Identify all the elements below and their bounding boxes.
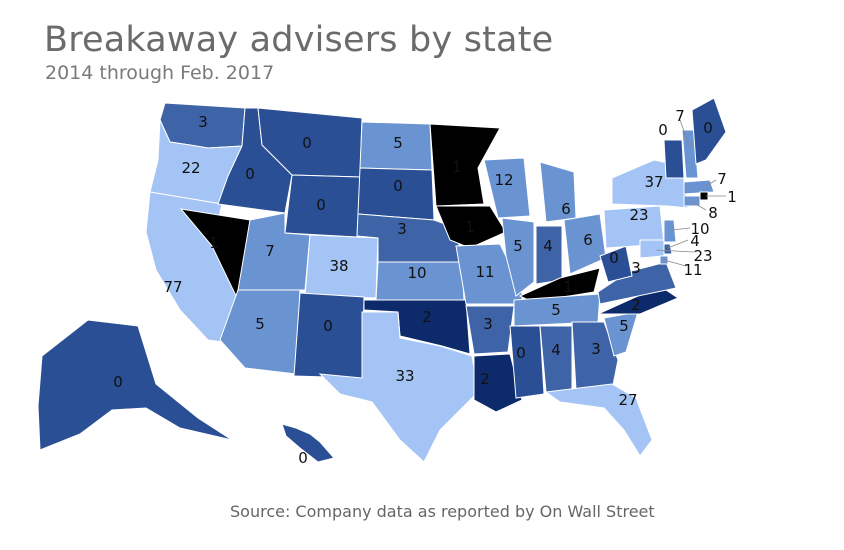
- state-shape-al: [539, 325, 573, 393]
- state-value-label-ak: 0: [113, 373, 123, 391]
- state-shape-ar: [465, 305, 515, 355]
- state-shape-tx: [318, 311, 479, 463]
- state-shape-nj: [663, 219, 677, 243]
- state-value-label-mn: 1: [452, 158, 462, 176]
- state-value-label-ca: 77: [163, 278, 182, 296]
- state-value-label-id: 0: [245, 165, 255, 183]
- state-value-label-mo: 11: [475, 263, 494, 281]
- state-value-label-nj: 10: [690, 220, 709, 238]
- state-value-label-nd: 5: [393, 134, 403, 152]
- state-value-label-in: 4: [543, 237, 553, 255]
- state-value-label-vt: 0: [658, 121, 668, 139]
- state-shape-me: [691, 97, 727, 165]
- state-shape-la: [473, 353, 523, 413]
- state-shape-ct: [683, 195, 701, 207]
- state-value-label-wi: 12: [494, 171, 513, 189]
- leader-line-nj: [671, 227, 691, 231]
- state-shape-in: [535, 225, 563, 285]
- state-value-label-tx: 33: [395, 367, 414, 385]
- state-value-label-nm: 0: [323, 317, 333, 335]
- leader-line-dc: [663, 259, 687, 267]
- leader-line-de: [667, 239, 689, 249]
- state-shape-az: [219, 289, 301, 375]
- state-value-label-ny: 37: [644, 173, 663, 191]
- state-value-label-ga: 3: [591, 340, 601, 358]
- state-shape-ms: [509, 325, 545, 399]
- map-title: Breakaway advisers by state: [44, 20, 554, 60]
- state-value-label-va: 3: [631, 259, 641, 277]
- state-shape-ga: [571, 321, 619, 391]
- state-value-label-tn: 5: [551, 301, 561, 319]
- state-value-label-hi: 0: [298, 449, 308, 467]
- state-value-label-il: 5: [513, 237, 523, 255]
- state-value-label-ms: 0: [516, 344, 526, 362]
- state-shape-md: [639, 239, 665, 259]
- state-shape-ak: [37, 319, 233, 451]
- state-value-label-fl: 27: [618, 391, 637, 409]
- state-value-label-wv: 0: [609, 249, 619, 267]
- state-value-label-ri: 1: [727, 188, 737, 206]
- state-value-label-ar: 3: [483, 315, 493, 333]
- state-value-label-ks: 10: [407, 264, 426, 282]
- state-value-label-ma: 7: [717, 170, 727, 188]
- state-value-label-dc: 11: [683, 261, 702, 279]
- state-value-label-nv: 1: [209, 234, 219, 252]
- state-shape-il: [501, 217, 535, 297]
- state-value-label-mi: 6: [561, 200, 571, 218]
- state-value-label-wy: 0: [316, 196, 326, 214]
- leader-line-md: [655, 249, 695, 253]
- state-value-label-pa: 23: [629, 206, 648, 224]
- state-shape-ma: [683, 179, 715, 195]
- state-value-label-az: 5: [255, 315, 265, 333]
- state-value-label-sc: 5: [619, 317, 629, 335]
- state-value-label-ut: 7: [265, 242, 275, 260]
- state-shape-wv: [599, 245, 633, 283]
- state-value-label-nc: 2: [631, 296, 641, 314]
- leader-line-ct: [691, 201, 707, 211]
- state-value-label-mt: 0: [302, 134, 312, 152]
- state-shape-fl: [544, 383, 653, 457]
- state-shape-nm: [293, 292, 365, 379]
- state-value-label-wa: 3: [198, 113, 208, 131]
- map-subtitle: 2014 through Feb. 2017: [45, 62, 275, 84]
- state-value-label-ok: 2: [422, 308, 432, 326]
- state-value-label-or: 22: [181, 159, 200, 177]
- state-value-label-de: 4: [690, 232, 700, 250]
- state-value-label-ct: 8: [708, 204, 718, 222]
- state-value-label-sd: 0: [393, 177, 403, 195]
- state-value-label-oh: 6: [583, 231, 593, 249]
- source-note: Source: Company data as reported by On W…: [230, 502, 655, 521]
- state-value-label-ia: 1: [465, 218, 475, 236]
- state-value-label-me: 0: [703, 119, 713, 137]
- state-shape-hi: [281, 423, 335, 463]
- state-shape-mn: [429, 123, 501, 207]
- state-shape-ia: [435, 205, 507, 249]
- state-value-label-md: 23: [693, 247, 712, 265]
- state-value-label-co: 38: [329, 257, 348, 275]
- state-value-label-al: 4: [551, 341, 561, 359]
- state-value-label-la: 2: [480, 370, 490, 388]
- leader-line-nh: [679, 119, 691, 149]
- leader-line-ma: [705, 179, 717, 187]
- state-value-label-ne: 3: [397, 220, 407, 238]
- state-value-label-nh: 7: [675, 107, 685, 125]
- state-shape-vt: [663, 139, 685, 179]
- state-shape-wi: [483, 157, 531, 219]
- state-value-label-ky: 1: [563, 278, 573, 296]
